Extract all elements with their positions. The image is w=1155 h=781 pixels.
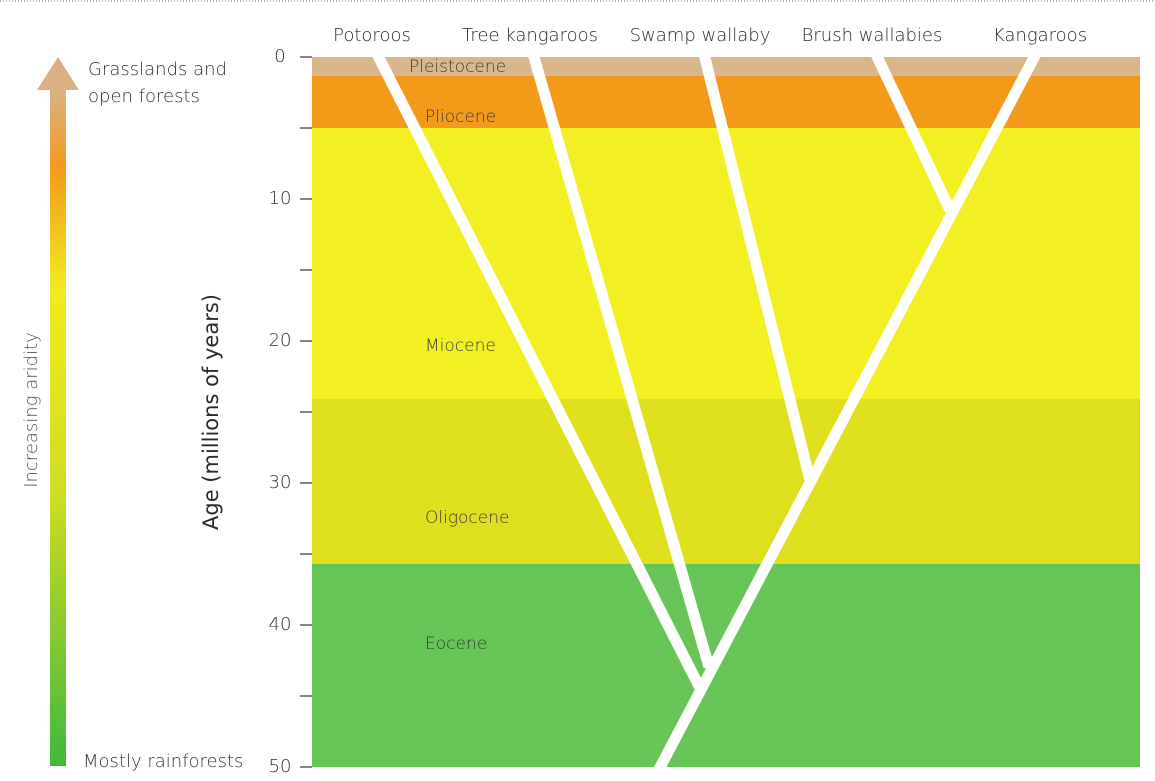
branch-swamp-wallaby [699, 57, 816, 482]
taxon-label: Swamp wallaby [630, 25, 771, 46]
branch-potoroos [372, 57, 706, 693]
tick-label: 40 [269, 614, 292, 635]
band-eocene [312, 564, 1140, 767]
aridity-bar [50, 86, 66, 766]
taxon-label: Brush wallabies [802, 25, 943, 46]
epoch-label: Pliocene [425, 107, 496, 127]
band-miocene [312, 128, 1140, 399]
tick-label: 50 [269, 756, 292, 777]
branch-backbone [653, 57, 1041, 767]
epoch-label: Miocene [425, 336, 496, 356]
epoch-label: Pleistocene [409, 57, 506, 77]
tree [372, 57, 1041, 767]
aridity-top-label: Grasslands and [88, 59, 227, 80]
aridity-top-label: open forests [88, 86, 200, 107]
aridity-bottom-label: Mostly rainforests [83, 751, 243, 772]
epoch-bands [312, 57, 1140, 767]
tick-label: 0 [274, 46, 285, 67]
aridity-arrowhead [37, 57, 79, 90]
tick-label: 30 [269, 472, 292, 493]
epoch-label: Eocene [425, 634, 487, 654]
taxon-label: Tree kangaroos [462, 25, 598, 46]
tick-label: 20 [269, 330, 292, 351]
branch-brush-wallabies [871, 57, 956, 215]
taxon-label: Potoroos [333, 25, 411, 46]
aridity-label: Increasing aridity [21, 332, 42, 488]
axis-ticks: 0 10 20 30 40 50 [269, 46, 312, 777]
tick-label: 10 [269, 188, 292, 209]
taxon-label: Kangaroos [993, 25, 1087, 46]
epoch-label: Oligocene [425, 508, 509, 528]
band-pleistocene [312, 57, 1140, 76]
axis-title: Age (millions of years) [199, 294, 223, 530]
branch-tree-kangaroos [528, 57, 715, 669]
band-oligocene [312, 399, 1140, 564]
